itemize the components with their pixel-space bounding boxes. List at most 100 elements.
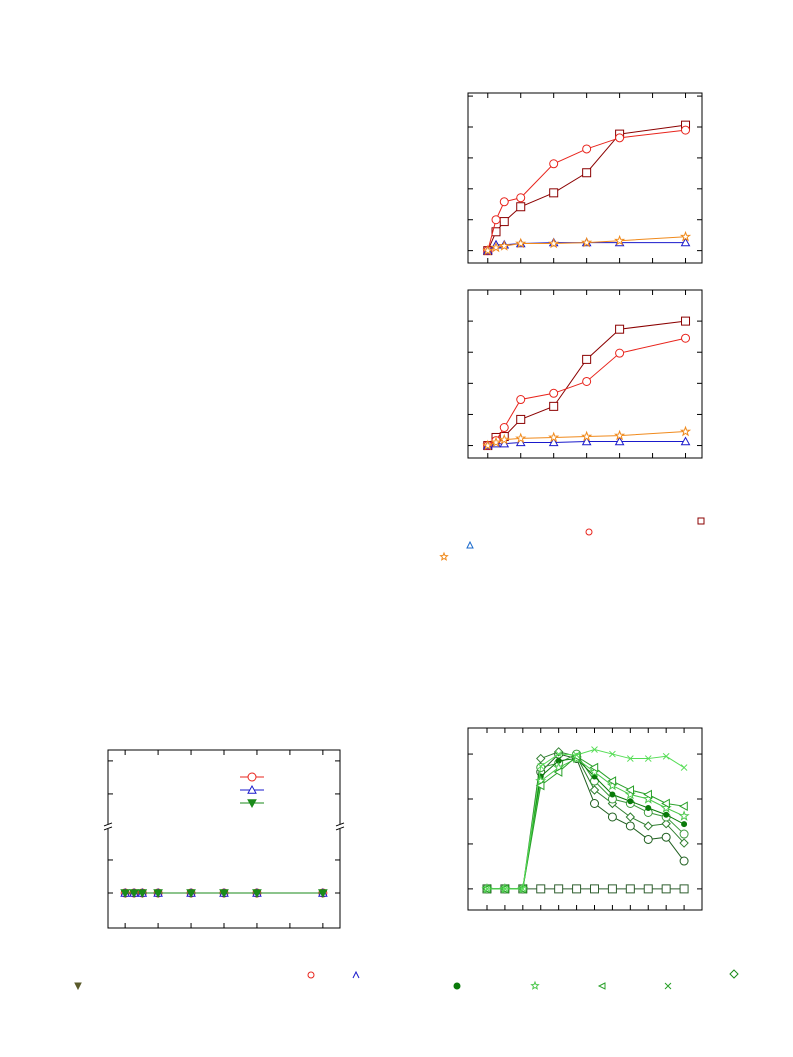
marker bbox=[219, 889, 229, 899]
marker bbox=[515, 432, 527, 444]
marker bbox=[615, 324, 625, 334]
marker bbox=[535, 780, 545, 791]
marker bbox=[645, 804, 652, 811]
marker bbox=[573, 751, 580, 759]
series-line bbox=[486, 757, 685, 890]
marker bbox=[536, 753, 546, 764]
marker bbox=[516, 202, 526, 212]
marker bbox=[555, 750, 563, 758]
marker bbox=[519, 885, 527, 893]
caption-symbol bbox=[439, 551, 449, 561]
marker bbox=[680, 764, 688, 771]
marker bbox=[679, 829, 689, 839]
marker bbox=[482, 244, 494, 256]
marker bbox=[625, 821, 635, 831]
legend-marker bbox=[247, 799, 257, 809]
marker bbox=[663, 811, 670, 818]
marker bbox=[491, 227, 501, 237]
marker bbox=[515, 237, 527, 249]
marker bbox=[680, 436, 691, 446]
marker bbox=[483, 885, 491, 893]
marker bbox=[678, 810, 690, 821]
chart bbox=[467, 289, 703, 459]
marker bbox=[318, 889, 328, 899]
marker bbox=[252, 889, 262, 899]
series-line bbox=[486, 749, 685, 890]
marker bbox=[615, 133, 625, 143]
marker bbox=[614, 234, 626, 246]
marker bbox=[614, 429, 626, 441]
marker bbox=[498, 240, 510, 251]
marker bbox=[549, 159, 559, 169]
marker bbox=[549, 188, 559, 198]
marker bbox=[516, 395, 526, 405]
series-line bbox=[486, 758, 685, 890]
chart bbox=[103, 749, 345, 929]
marker bbox=[662, 752, 670, 760]
legend-marker bbox=[247, 784, 257, 794]
caption-symbol bbox=[453, 982, 461, 990]
marker bbox=[679, 838, 689, 848]
marker bbox=[627, 798, 634, 805]
marker bbox=[498, 433, 510, 445]
marker bbox=[137, 889, 148, 899]
caption-symbol bbox=[664, 982, 672, 990]
axis-break bbox=[335, 822, 345, 831]
marker bbox=[643, 884, 653, 894]
marker bbox=[625, 812, 636, 822]
marker bbox=[581, 436, 592, 446]
marker bbox=[607, 884, 617, 894]
marker bbox=[554, 884, 564, 894]
marker bbox=[589, 785, 600, 795]
marker bbox=[536, 884, 546, 894]
marker bbox=[537, 762, 545, 770]
plot-frame bbox=[467, 289, 703, 459]
caption-symbol bbox=[352, 970, 360, 979]
marker bbox=[607, 776, 617, 786]
marker bbox=[490, 436, 502, 448]
marker bbox=[582, 144, 592, 154]
marker bbox=[582, 354, 592, 364]
marker bbox=[681, 333, 691, 343]
marker bbox=[553, 767, 563, 777]
marker bbox=[490, 241, 502, 253]
marker bbox=[643, 789, 652, 800]
caption-symbol bbox=[729, 969, 739, 979]
caption-symbol bbox=[466, 540, 474, 549]
marker bbox=[609, 750, 616, 758]
marker bbox=[572, 884, 582, 894]
marker bbox=[679, 801, 688, 812]
marker bbox=[680, 237, 691, 247]
marker bbox=[681, 821, 688, 828]
plot-frame bbox=[467, 92, 703, 264]
marker bbox=[129, 889, 139, 899]
marker bbox=[661, 884, 671, 894]
marker bbox=[609, 791, 616, 798]
marker bbox=[644, 755, 652, 762]
marker bbox=[679, 230, 692, 242]
chart bbox=[467, 727, 703, 911]
marker bbox=[681, 316, 691, 326]
marker bbox=[582, 376, 592, 386]
marker bbox=[679, 884, 689, 894]
marker bbox=[499, 197, 509, 207]
marker bbox=[643, 834, 653, 844]
marker bbox=[186, 889, 196, 899]
marker bbox=[614, 436, 625, 446]
marker bbox=[661, 798, 670, 809]
marker bbox=[548, 237, 560, 249]
axis-break bbox=[104, 823, 112, 829]
series-line bbox=[486, 753, 685, 890]
chart bbox=[467, 92, 703, 264]
caption-symbol bbox=[697, 517, 705, 525]
marker bbox=[643, 821, 653, 831]
marker bbox=[499, 217, 509, 227]
series-line bbox=[486, 751, 685, 890]
marker bbox=[626, 755, 634, 762]
marker bbox=[491, 215, 501, 225]
marker bbox=[153, 889, 163, 899]
marker bbox=[589, 762, 599, 773]
marker bbox=[501, 885, 509, 893]
marker bbox=[615, 348, 625, 358]
